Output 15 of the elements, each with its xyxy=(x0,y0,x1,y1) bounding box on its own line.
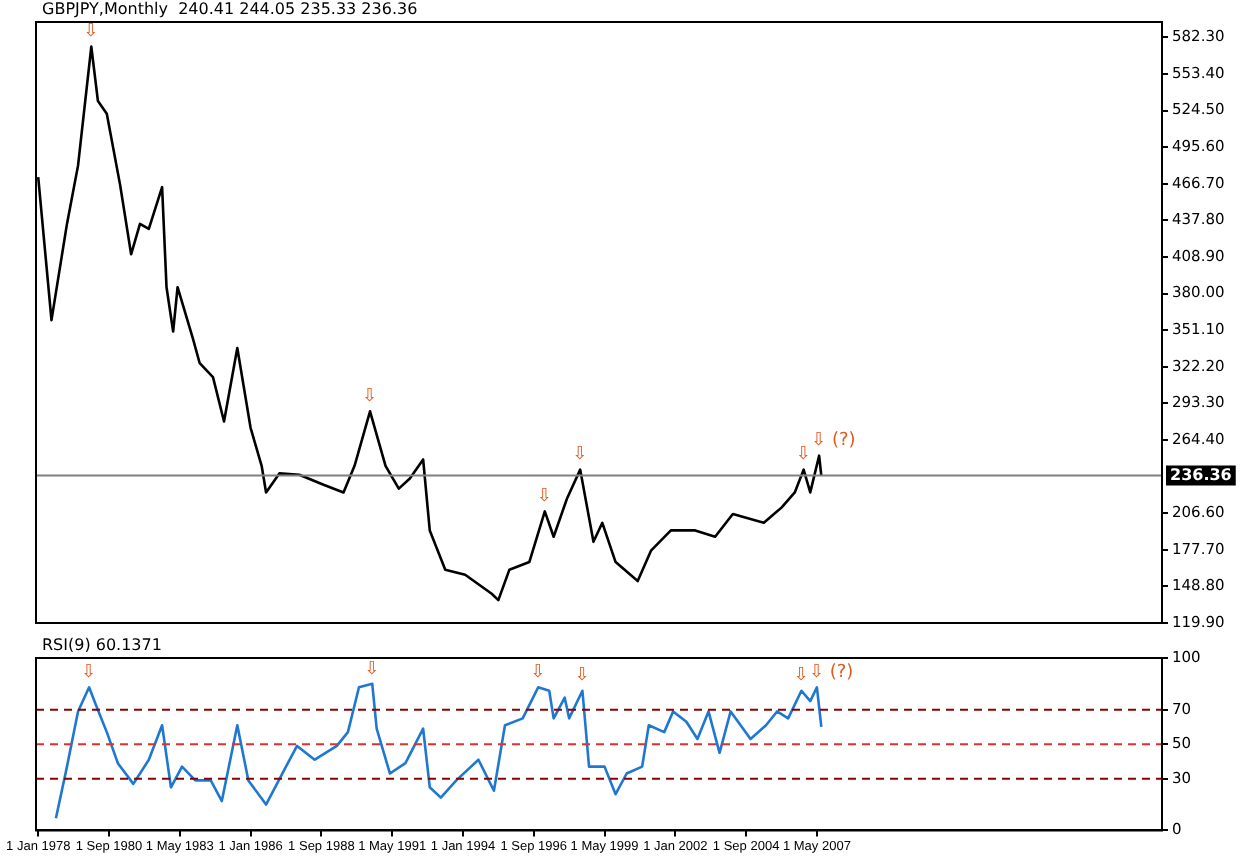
annotation: ⇩ xyxy=(795,445,811,466)
annotation: ⇩ (?) xyxy=(808,663,854,683)
ref-line-label: 236.36 xyxy=(1170,465,1233,484)
annotation: ⇩ xyxy=(364,659,380,680)
annotation: ⇩ xyxy=(83,22,99,43)
annotation: ⇩ xyxy=(572,445,588,466)
annotation: ⇩ xyxy=(574,666,590,687)
annotation: ⇩ xyxy=(530,663,546,683)
annotation: ⇩ xyxy=(793,666,809,687)
chart-title: RSI(9) 60.1371 xyxy=(42,636,162,655)
annotation: ⇩ xyxy=(536,487,552,508)
annotation: ⇩ xyxy=(81,663,97,683)
annotation: ⇩ (?) xyxy=(811,431,856,452)
annotation: ⇩ xyxy=(362,387,378,408)
chart-title: GBPJPY,Monthly 240.41 244.05 235.33 236.36 xyxy=(42,0,418,19)
